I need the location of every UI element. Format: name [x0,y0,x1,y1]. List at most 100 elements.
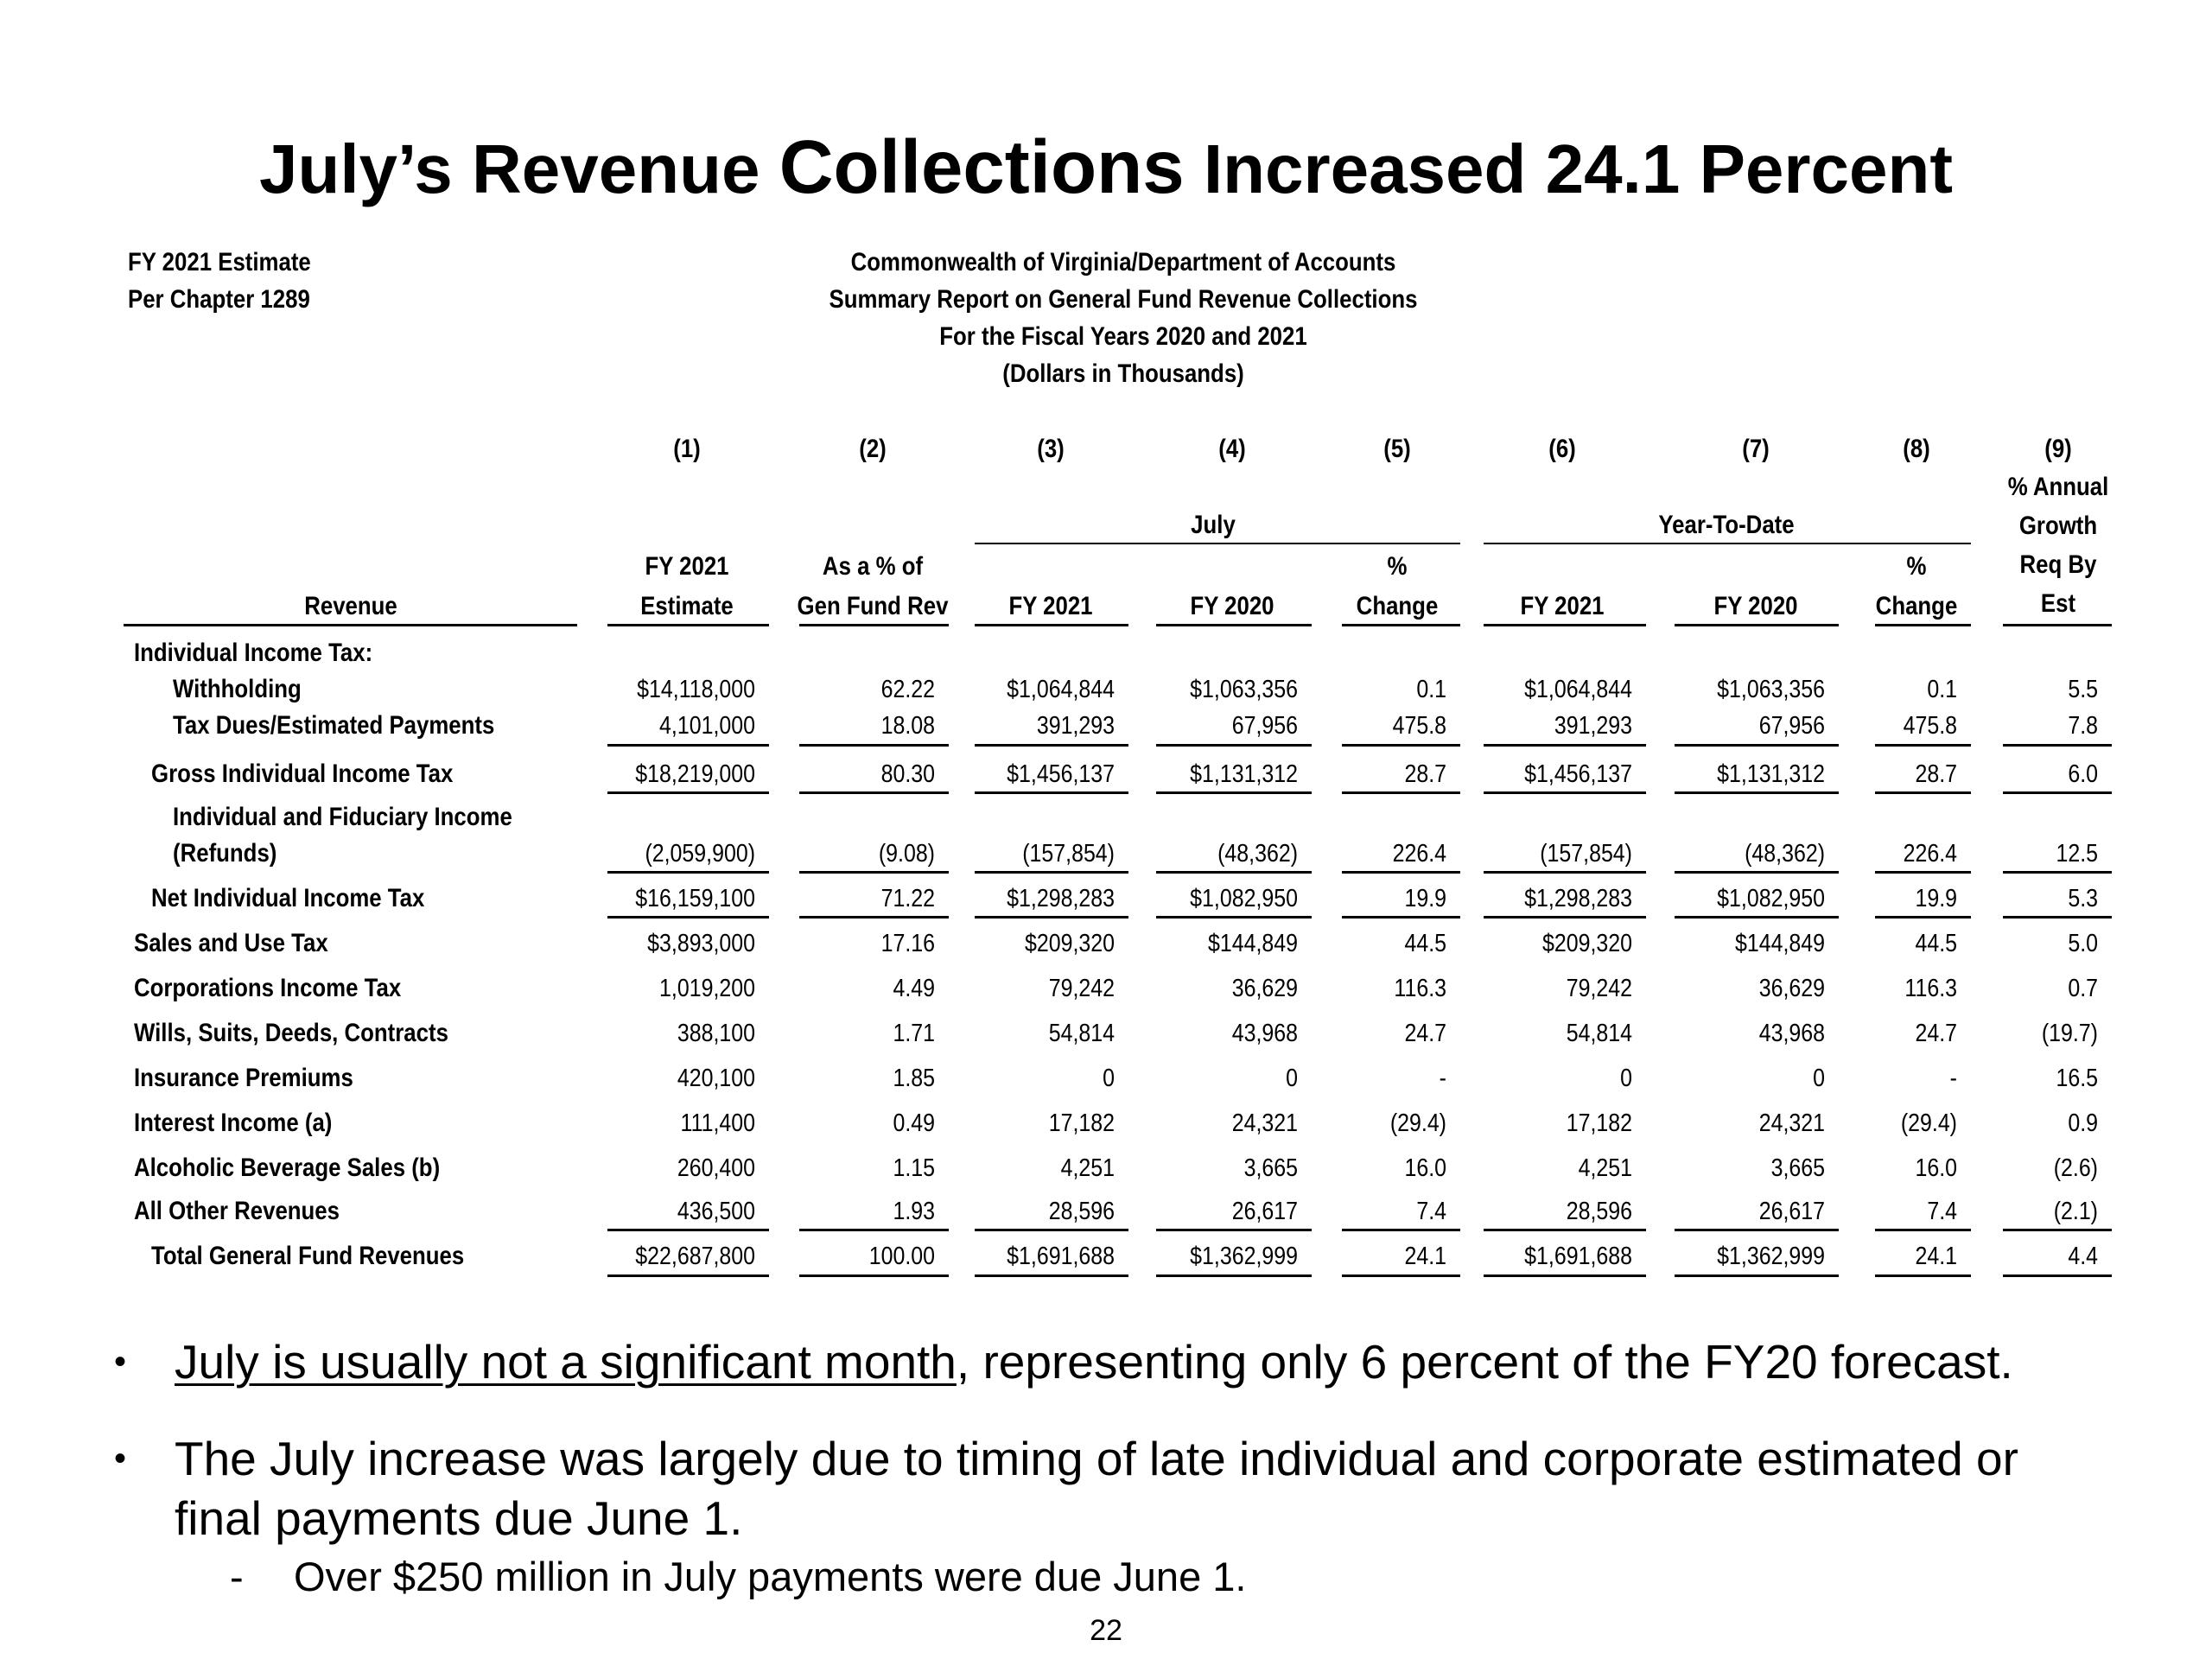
ytd-group-header: Year-To-Date [1658,511,1795,539]
header-rule [607,624,769,626]
row-label: Wills, Suits, Deeds, Contracts [134,1019,448,1047]
report-header-line: (Dollars in Thousands) [1002,359,1244,388]
sub-bullet-1: Over $250 million in July payments were … [294,1554,1247,1599]
table-cell: $18,219,000 [635,760,755,788]
fy2021-estimate-header: Estimate [640,592,734,620]
row-label: Total General Fund Revenues [151,1242,465,1270]
table-cell: 67,956 [1231,712,1298,740]
table-cell: 71.22 [880,885,935,912]
table-cell: $16,159,100 [635,885,755,912]
table-cell: 43,968 [1758,1020,1825,1047]
row-label: Interest Income (a) [134,1109,333,1137]
july-group-rule [975,543,1460,544]
table-cell: 17.16 [880,930,935,957]
table-cell: 0 [1286,1065,1298,1092]
table-cell: 19.9 [1915,885,1957,912]
table-cell: 44.5 [1404,930,1446,957]
table-cell: 0.7 [2068,975,2098,1002]
column-9-header: Growth [2018,512,2098,540]
row-label: Individual and Fiduciary Income [173,803,512,831]
column-number: (9) [2044,435,2072,463]
table-cell: 0 [1620,1065,1632,1092]
table-cell: 0.1 [1927,676,1957,703]
column-9-header: % Annual [2007,473,2109,501]
column-number: (3) [1037,435,1065,463]
row-rule [1484,871,1646,874]
bullet-2-line-1: The July increase was largely due to tim… [175,1432,2018,1485]
table-cell: 0.9 [2068,1109,2098,1137]
table-cell: (9.08) [878,840,935,868]
row-rule [1484,744,1646,747]
table-cell: 4,101,000 [659,712,755,740]
row-rule [1675,791,1839,794]
july-fy2021-header: FY 2021 [1008,592,1093,620]
row-rule [1484,916,1646,918]
header-rule [975,624,1128,626]
row-rule [1675,744,1839,747]
table-cell: 100.00 [868,1243,935,1270]
row-label: All Other Revenues [134,1197,340,1225]
row-rule [1875,744,1971,747]
page-number: 22 [1090,1614,1122,1647]
row-rule [1484,1229,1646,1231]
ytd-group-rule [1484,543,1971,544]
row-rule [975,871,1128,874]
table-cell: - [1949,1065,1957,1092]
row-label: Withholding [173,675,302,703]
column-number: (6) [1548,435,1576,463]
table-cell: 1,019,200 [659,975,755,1002]
table-cell: $22,687,800 [635,1243,755,1270]
percent-gen-fund-header: Gen Fund Rev [797,592,949,620]
title-part-2: Collections [779,125,1185,209]
report-header: Commonwealth of Virginia/Department of A… [811,244,1435,392]
column-number: (2) [859,435,887,463]
table-cell: 1.71 [893,1020,935,1047]
row-label: Net Individual Income Tax [151,884,425,912]
row-rule [975,1229,1128,1231]
row-rule [1342,916,1460,918]
row-rule [1675,871,1839,874]
table-cell: 26,617 [1231,1198,1298,1225]
table-cell: 5.0 [2068,930,2098,957]
table-cell: 475.8 [1903,712,1957,740]
table-cell: 80.30 [880,760,935,788]
table-cell: 7.4 [1416,1198,1446,1225]
header-rule [1342,624,1460,626]
row-label: Alcoholic Beverage Sales (b) [134,1154,441,1182]
table-cell: $1,131,312 [1190,760,1298,788]
table-cell: 54,814 [1566,1020,1632,1047]
table-cell: 4.4 [2068,1243,2098,1270]
row-label: Gross Individual Income Tax [151,760,454,788]
row-rule [607,791,769,794]
row-rule [799,744,949,747]
table-cell: 28.7 [1915,760,1957,788]
table-cell: 7.4 [1927,1198,1957,1225]
row-rule [1156,744,1312,747]
row-rule [1342,791,1460,794]
table-cell: 391,293 [1554,712,1632,740]
table-cell: 54,814 [1048,1020,1115,1047]
column-9-header: Est [2040,589,2076,618]
header-rule [1484,624,1646,626]
table-cell: 28,596 [1048,1198,1115,1225]
table-cell: 475.8 [1392,712,1446,740]
table-cell: 26,617 [1758,1198,1825,1225]
bullet-1-underlined: July is usually not a significant month [175,1335,957,1389]
table-cell: 24,321 [1758,1109,1825,1137]
table-cell: 24.7 [1915,1020,1957,1047]
header-rule [1675,624,1839,626]
row-rule [607,1274,769,1277]
column-number: (4) [1218,435,1246,463]
table-cell: 111,400 [680,1109,755,1137]
section-label: Individual Income Tax: [134,639,373,667]
row-rule [2003,791,2112,794]
table-cell: 0.49 [893,1109,935,1137]
table-cell: $3,893,000 [647,930,755,957]
table-cell: 18.08 [880,712,935,740]
column-9-header: Req By [2019,550,2097,579]
july-change-header: Change [1356,592,1439,620]
row-rule [975,791,1128,794]
july-group-header: July [1191,511,1236,539]
table-cell: 62.22 [880,676,935,703]
